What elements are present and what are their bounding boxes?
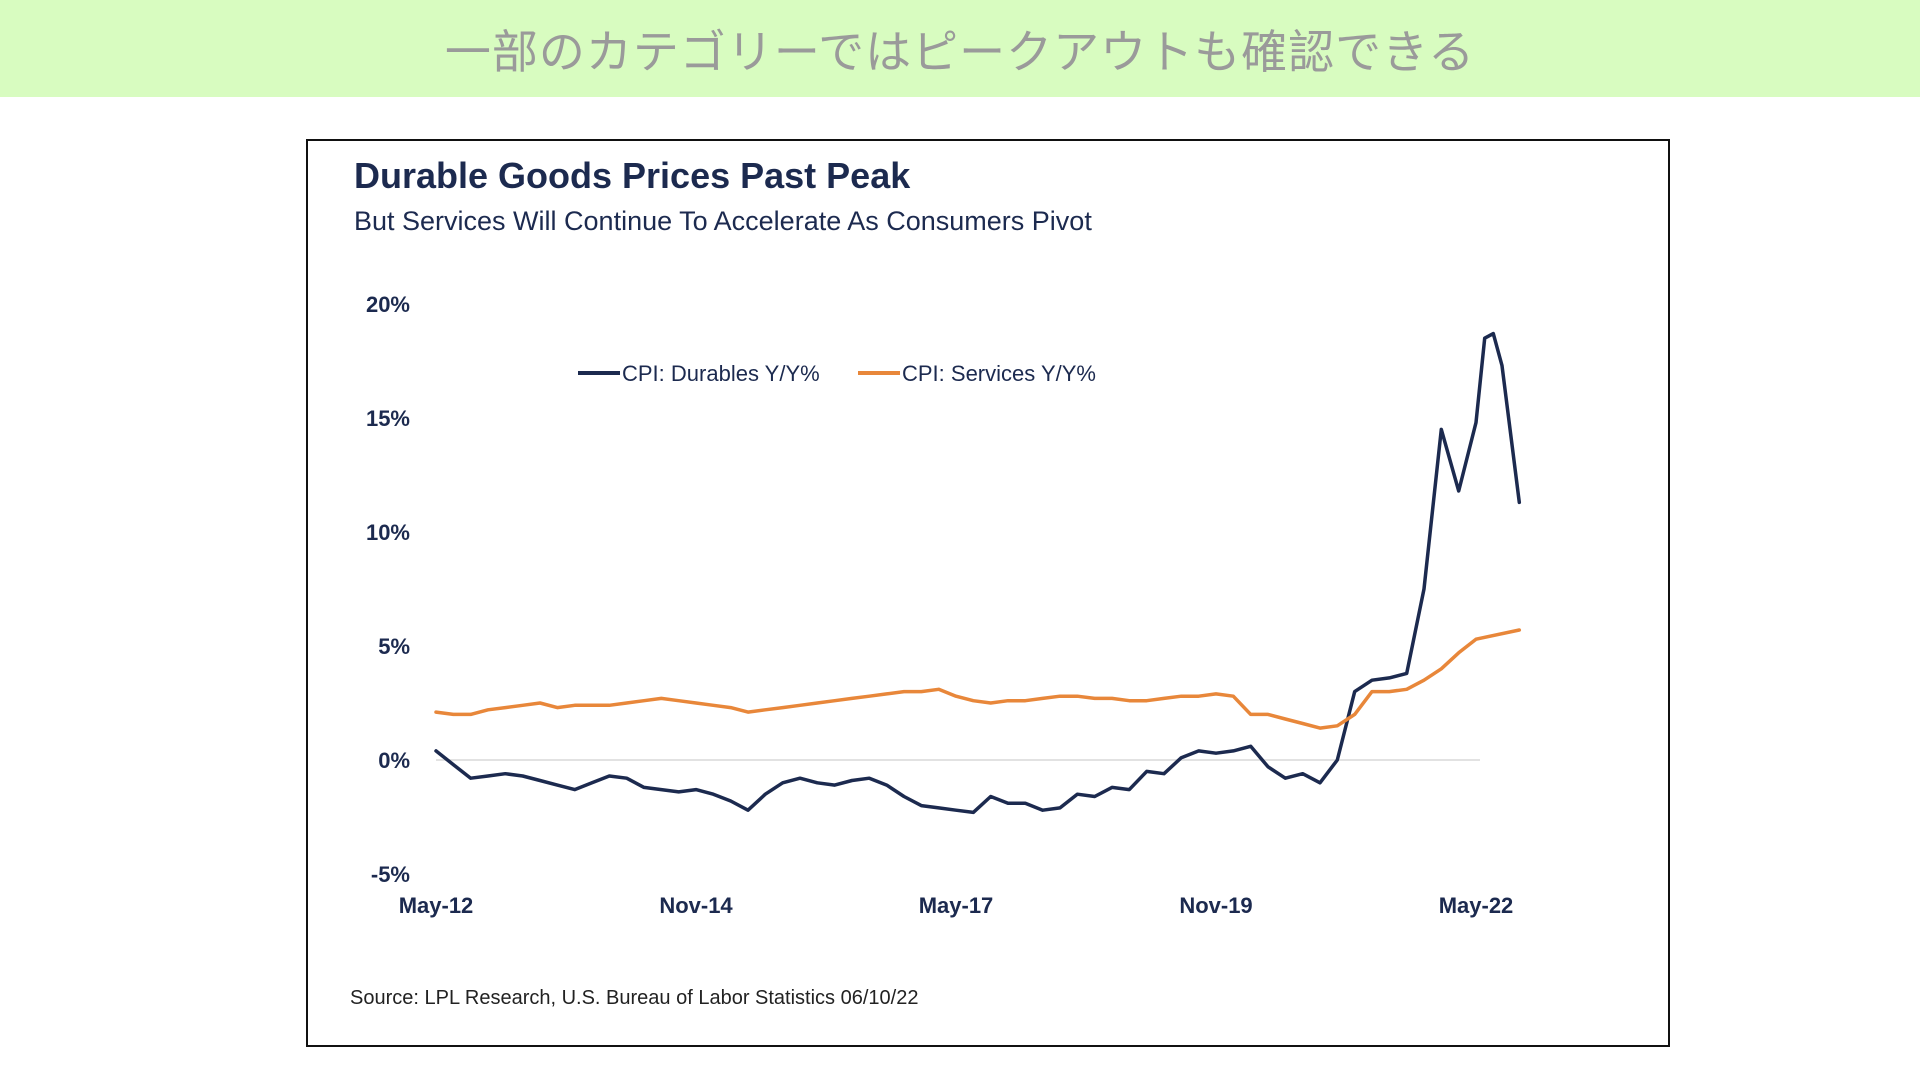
chart-frame: Durable Goods Prices Past Peak But Servi…: [306, 139, 1670, 1047]
source-note: Source: LPL Research, U.S. Bureau of Lab…: [350, 987, 919, 1009]
top-banner: 一部のカテゴリーではピークアウトも確認できる: [0, 0, 1920, 97]
y-tick-label: 20%: [366, 292, 410, 317]
x-tick-label: May-22: [1439, 893, 1514, 918]
y-tick-label: 0%: [378, 748, 410, 773]
x-tick-label: Nov-19: [1179, 893, 1252, 918]
legend-label: CPI: Durables Y/Y%: [622, 361, 820, 386]
series-line-durables: [434, 331, 1522, 815]
y-tick-label: 5%: [378, 634, 410, 659]
x-tick-label: May-17: [919, 893, 994, 918]
x-tick-label: May-12: [399, 893, 474, 918]
line-chart: 20% 15% 10% 5% 0% -5% May-12 Nov-14 May-17 Nov-19…: [366, 292, 1522, 918]
legend-label: CPI: Services Y/Y%: [902, 361, 1096, 386]
banner-text: 一部のカテゴリーではピークアウトも確認できる: [444, 24, 1476, 79]
chart-title: Durable Goods Prices Past Peak: [354, 155, 911, 196]
x-tick-label: Nov-14: [659, 893, 733, 918]
series-line-services: [434, 628, 1522, 730]
y-tick-label: 10%: [366, 520, 410, 545]
chart-subtitle: But Services Will Continue To Accelerate…: [354, 206, 1092, 236]
y-tick-label: 15%: [366, 406, 410, 431]
y-tick-label: -5%: [371, 862, 410, 887]
